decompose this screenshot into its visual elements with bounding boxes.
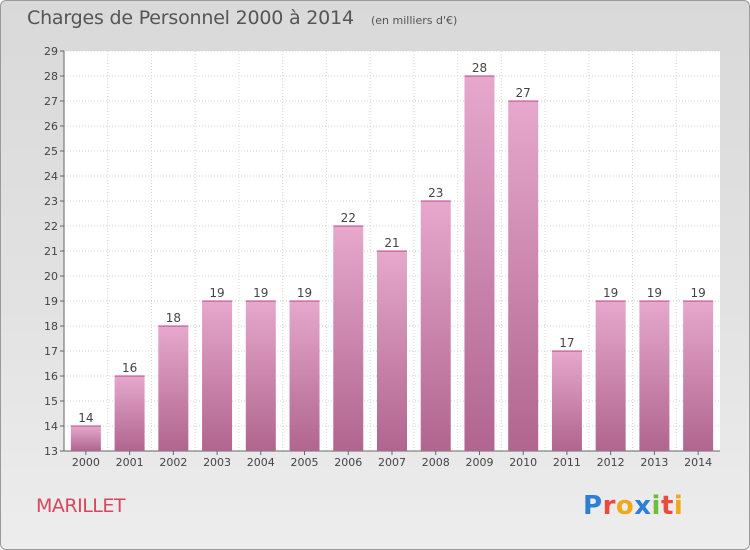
bar xyxy=(508,101,539,451)
x-tick-label: 2014 xyxy=(684,456,712,469)
data-label: 16 xyxy=(122,361,137,375)
data-label: 14 xyxy=(78,411,93,425)
bar xyxy=(245,301,276,451)
bar xyxy=(114,376,145,451)
y-tick-label: 15 xyxy=(44,395,58,408)
x-tick-label: 2000 xyxy=(72,456,100,469)
data-label: 22 xyxy=(341,211,356,225)
bar xyxy=(639,301,670,451)
y-tick-label: 29 xyxy=(44,45,58,58)
y-tick-label: 22 xyxy=(44,220,58,233)
x-tick-label: 2002 xyxy=(159,456,187,469)
bar xyxy=(202,301,233,451)
y-tick-label: 25 xyxy=(44,145,58,158)
bar xyxy=(551,351,582,451)
data-label: 21 xyxy=(384,236,399,250)
bar xyxy=(464,76,495,451)
bar xyxy=(377,251,407,451)
chart-title: Charges de Personnel 2000 à 2014 xyxy=(27,7,354,29)
x-tick-label: 2005 xyxy=(291,456,319,469)
data-label: 19 xyxy=(647,286,662,300)
x-tick-label: 2012 xyxy=(597,456,625,469)
data-label: 19 xyxy=(297,286,312,300)
y-tick-label: 23 xyxy=(44,195,58,208)
x-tick-label: 2011 xyxy=(553,456,581,469)
x-tick-label: 2007 xyxy=(378,456,406,469)
x-tick-label: 2013 xyxy=(640,456,668,469)
data-label: 19 xyxy=(690,286,705,300)
y-tick-label: 14 xyxy=(44,420,58,433)
data-label: 19 xyxy=(209,286,224,300)
y-tick-label: 18 xyxy=(44,320,58,333)
bar xyxy=(158,326,189,451)
y-tick-label: 20 xyxy=(44,270,58,283)
x-tick-label: 2001 xyxy=(116,456,144,469)
bar xyxy=(683,301,714,451)
x-tick-label: 2008 xyxy=(422,456,450,469)
x-tick-label: 2003 xyxy=(203,456,231,469)
y-tick-label: 16 xyxy=(44,370,58,383)
bars xyxy=(70,75,714,451)
data-label: 18 xyxy=(166,311,181,325)
data-label: 23 xyxy=(428,186,443,200)
y-tick-label: 13 xyxy=(44,445,58,458)
data-label: 28 xyxy=(472,61,487,75)
proxiti-logo[interactable]: Proxiti xyxy=(583,491,684,521)
x-tick-label: 2004 xyxy=(247,456,275,469)
bar xyxy=(420,201,451,451)
y-tick-label: 26 xyxy=(44,120,58,133)
x-tick-label: 2009 xyxy=(465,456,493,469)
y-tick-label: 17 xyxy=(44,345,58,358)
data-label: 17 xyxy=(559,336,574,350)
x-tick-label: 2006 xyxy=(334,456,362,469)
bar xyxy=(595,301,626,451)
y-tick-label: 27 xyxy=(44,95,58,108)
data-label: 19 xyxy=(603,286,618,300)
chart-subtitle: (en milliers d'€) xyxy=(371,14,458,27)
x-tick-label: 2010 xyxy=(509,456,537,469)
data-label: 27 xyxy=(516,86,531,100)
commune-name: MARILLET xyxy=(36,495,125,517)
data-label: 19 xyxy=(253,286,268,300)
y-tick-label: 21 xyxy=(44,245,58,258)
bar xyxy=(333,226,364,451)
bar xyxy=(70,426,101,451)
y-tick-label: 28 xyxy=(44,70,58,83)
labels: 13 14 15 16 17 18 19 20 21 22 23 24 25 26 27 28 29 14 2000… xyxy=(44,45,712,469)
y-tick-label: 19 xyxy=(44,295,58,308)
bar xyxy=(289,301,320,451)
y-tick-label: 24 xyxy=(44,170,58,183)
